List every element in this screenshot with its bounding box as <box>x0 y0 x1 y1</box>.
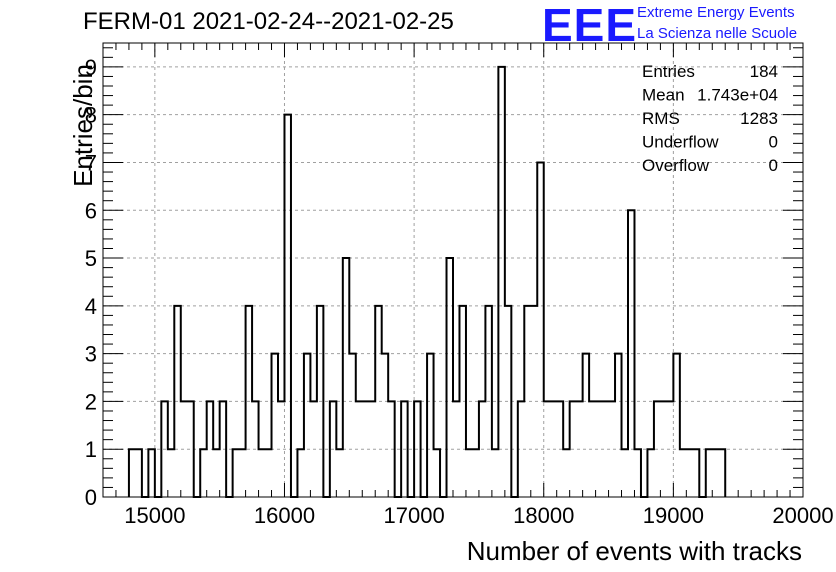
x-axis-label: Number of events with tracks <box>466 536 802 566</box>
stats-entries-label: Entries <box>642 62 695 81</box>
stats-rms-label: RMS <box>642 109 680 128</box>
y-tick-label: 0 <box>85 485 97 510</box>
logo-line2: La Scienza nelle Scuole <box>637 25 798 42</box>
x-tick-label: 19000 <box>643 503 704 528</box>
stats-entries-value: 184 <box>750 62 778 81</box>
y-tick-label: 3 <box>85 342 97 367</box>
y-tick-label: 8 <box>85 103 97 128</box>
chart-title: FERM-01 2021-02-24--2021-02-25 <box>83 8 454 35</box>
y-tick-label: 5 <box>85 246 97 271</box>
stats-overflow-label: Overflow <box>642 156 710 175</box>
stats-underflow-value: 0 <box>769 133 778 152</box>
y-tick-label: 4 <box>85 294 97 319</box>
stats-rms-value: 1283 <box>740 109 778 128</box>
y-tick-label: 1 <box>85 437 97 462</box>
histogram-series <box>127 65 727 498</box>
stats-overflow-value: 0 <box>769 156 778 175</box>
y-tick-label: 2 <box>85 389 97 414</box>
y-tick-label: 9 <box>85 55 97 80</box>
x-tick-label: 20000 <box>772 503 833 528</box>
y-tick-label: 6 <box>85 198 97 223</box>
x-tick-label: 15000 <box>124 503 185 528</box>
y-tick-label: 7 <box>85 150 97 175</box>
stats-mean-label: Mean <box>642 86 685 105</box>
logo-line1: Extreme Energy Events <box>637 4 795 21</box>
stats-mean-value: 1.743e+04 <box>697 86 778 105</box>
x-tick-label: 16000 <box>254 503 315 528</box>
x-tick-label: 18000 <box>513 503 574 528</box>
x-tick-label: 17000 <box>384 503 445 528</box>
stats-underflow-label: Underflow <box>642 133 719 152</box>
